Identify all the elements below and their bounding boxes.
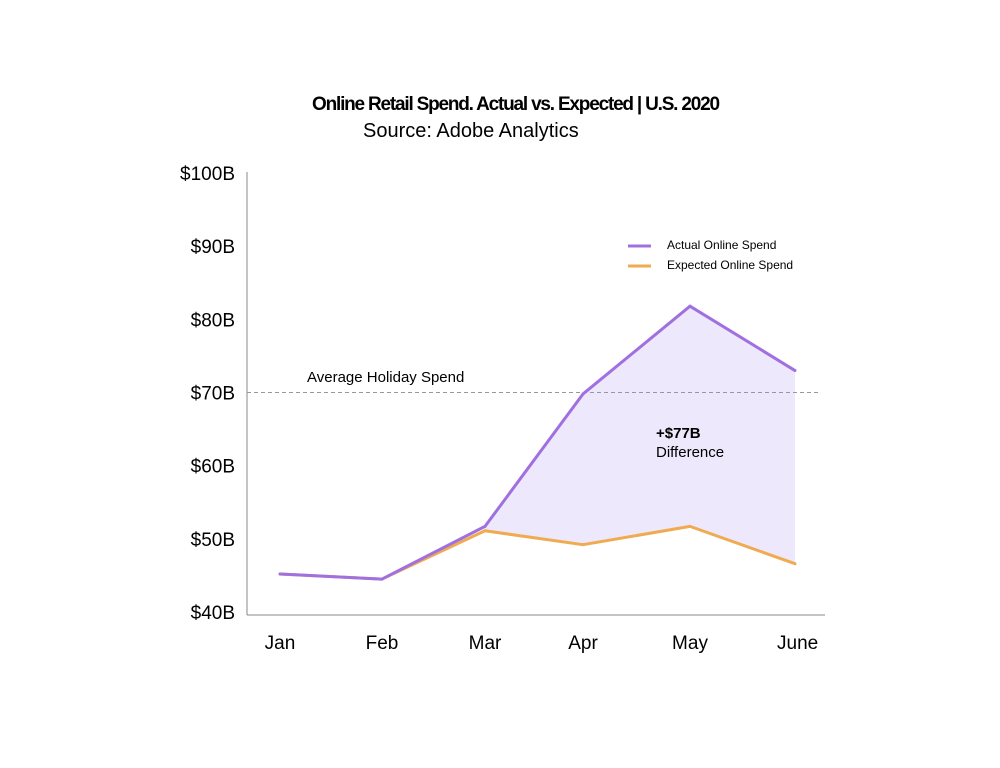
- difference-label: Difference: [656, 444, 724, 461]
- y-tick-label: $40B: [191, 603, 235, 624]
- reference-line-label: Average Holiday Spend: [307, 369, 464, 386]
- x-tick-label: May: [672, 633, 708, 654]
- x-tick-label: June: [777, 633, 818, 654]
- chart-subtitle: Source: Adobe Analytics: [363, 120, 579, 142]
- data-point: [688, 304, 692, 308]
- data-point: [793, 369, 797, 373]
- y-tick-label: $90B: [191, 237, 235, 258]
- data-point: [793, 562, 797, 566]
- difference-value: +$77B: [656, 425, 701, 442]
- series-line-actual: [279, 304, 796, 581]
- data-point: [688, 524, 692, 528]
- data-point: [278, 572, 282, 576]
- data-point: [581, 392, 585, 396]
- y-tick-label: $60B: [191, 457, 235, 478]
- x-tick-label: Mar: [469, 633, 502, 654]
- x-tick-label: Apr: [568, 633, 598, 654]
- difference-area: [485, 306, 795, 564]
- data-point: [483, 524, 487, 528]
- chart-title: Online Retail Spend. Actual vs. Expected…: [312, 94, 719, 115]
- data-point: [483, 529, 487, 533]
- y-tick-label: $80B: [191, 310, 235, 331]
- data-point: [581, 543, 585, 547]
- data-point: [380, 577, 384, 581]
- y-tick-label: $50B: [191, 530, 235, 551]
- y-tick-label: $70B: [191, 384, 235, 405]
- legend-label: Actual Online Spend: [667, 238, 776, 252]
- y-tick-label: $100B: [180, 164, 235, 185]
- legend-label: Expected Online Spend: [667, 258, 793, 272]
- x-tick-label: Jan: [265, 633, 296, 654]
- x-tick-label: Feb: [366, 633, 399, 654]
